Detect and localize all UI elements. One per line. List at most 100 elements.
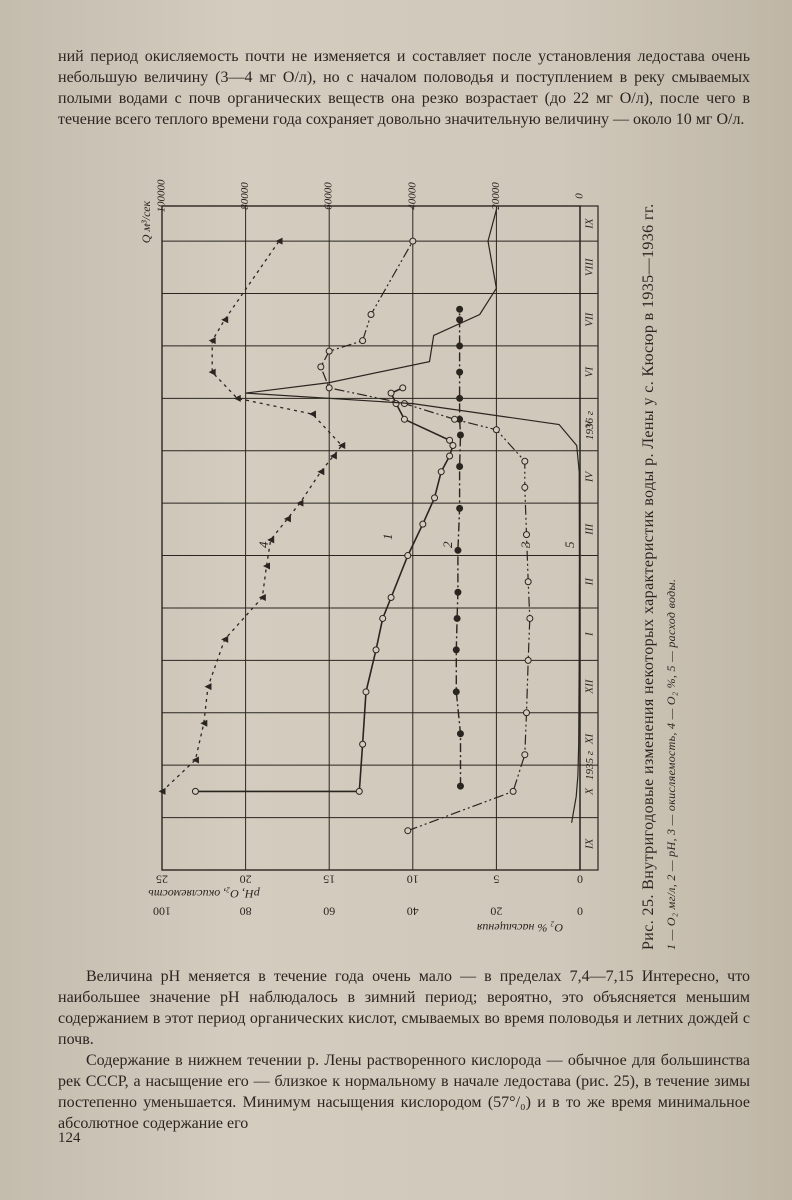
series-point-3 [526,614,534,622]
series-point-3 [521,457,529,465]
month-label: II [584,577,596,587]
page-number: 124 [58,1130,81,1146]
discharge-axis-tick: 0 [574,193,586,199]
series-point-4 [329,452,337,460]
series-point-1 [419,520,427,528]
year-1936-label: 1936 г [584,410,596,440]
month-label: IX [584,837,596,850]
month-label: XI [584,732,596,745]
series-point-2 [453,614,461,622]
figure-caption: Рис. 25. Внутригодовые изменения некотор… [640,203,679,950]
series-line-1 [195,387,454,793]
series-point-2 [456,782,464,790]
series-point-3 [524,578,532,586]
series-point-1 [379,614,387,622]
series-point-3 [367,310,375,318]
series-layer [158,209,581,835]
series-point-3 [522,709,530,717]
series-point-3 [409,237,417,245]
month-label: IX [584,217,596,230]
gridlines [162,206,598,870]
series-line-2 [455,309,462,787]
series-point-1 [431,494,439,502]
left-axis-tick: 20 [240,872,252,886]
axis-left-label: pH, O₂, окисляемость [148,887,261,901]
series-point-1 [359,740,367,748]
series-point-1 [400,415,408,423]
series-point-1 [362,688,370,696]
series-point-4 [233,394,241,402]
bottom-paragraph-2: Содержание в нижнем течении р. Лены раст… [58,1052,750,1132]
bottom-text: Величина pH меняется в течение года очен… [58,966,750,1134]
series-point-2 [456,462,464,470]
month-label: VI [584,366,596,378]
series-point-2 [456,342,464,350]
month-label: VII [584,311,596,326]
series-point-3 [524,656,532,664]
series-point-3 [521,483,529,491]
series-point-1 [404,552,412,560]
series-point-1 [437,468,445,476]
series-point-4 [204,683,212,691]
left-axis-tick: 15 [323,872,335,886]
saturation-axis-tick: 20 [490,904,502,918]
discharge-axis-tick: 100000 [156,179,168,213]
series-point-1 [449,442,457,450]
bottom-paragraph-1: Величина pH меняется в течение года очен… [58,968,750,1048]
series-point-4 [338,442,346,450]
series-point-4 [191,756,199,764]
series-point-2 [456,730,464,738]
series-point-4 [267,536,275,544]
series-point-2 [456,394,464,402]
top-paragraph: ний период окисляемость почти не изменяе… [58,48,750,128]
series-point-1 [399,384,407,392]
series-point-2 [454,546,462,554]
series-point-4 [208,337,216,345]
curve-label-3: 3 [518,541,533,549]
series-point-4 [221,316,229,324]
series-point-1 [191,787,199,795]
saturation-axis-tick: 80 [240,904,252,918]
left-axis-tick: 5 [493,872,499,886]
curve-label-2: 2 [440,541,455,548]
series-point-1 [372,646,380,654]
month-label: VIII [584,257,596,276]
saturation-axis-tick: 100 [153,904,171,918]
axis-q-label: Q м³/сек [139,200,153,243]
series-point-1 [355,787,363,795]
month-label: IV [584,470,596,483]
series-point-3 [359,337,367,345]
curve-label-1: 1 [380,534,395,541]
curve-label-5: 5 [562,541,577,548]
series-point-2 [456,504,464,512]
discharge-axis-tick: 60000 [323,182,335,210]
series-line-4 [161,240,343,792]
series-point-4 [296,499,304,507]
series-point-3 [521,751,529,759]
caption-legend: 1 — O₂ мг/л, 2 — pH, 3 — окисляемость, 4… [664,578,678,950]
discharge-axis-tick: 40000 [406,182,418,210]
axis-saturation-label: O₂ % насыщения [476,921,563,935]
series-point-1 [446,452,454,460]
series-point-3 [325,384,333,392]
series-point-4 [208,368,216,376]
series-point-2 [452,688,460,696]
caption-title: Рис. 25. Внутригодовые изменения некотор… [640,203,657,950]
month-label: I [584,631,596,637]
series-point-4 [263,562,270,570]
series-point-3 [509,787,517,795]
series-line-3 [320,240,531,832]
month-label: XII [584,678,596,694]
series-point-2 [456,305,464,313]
saturation-axis-tick: 40 [407,904,419,918]
series-point-1 [446,436,454,444]
series-point-2 [456,368,464,376]
series-point-4 [308,410,316,418]
series-point-1 [387,593,395,601]
series-point-4 [200,719,208,727]
series-point-4 [258,593,266,601]
